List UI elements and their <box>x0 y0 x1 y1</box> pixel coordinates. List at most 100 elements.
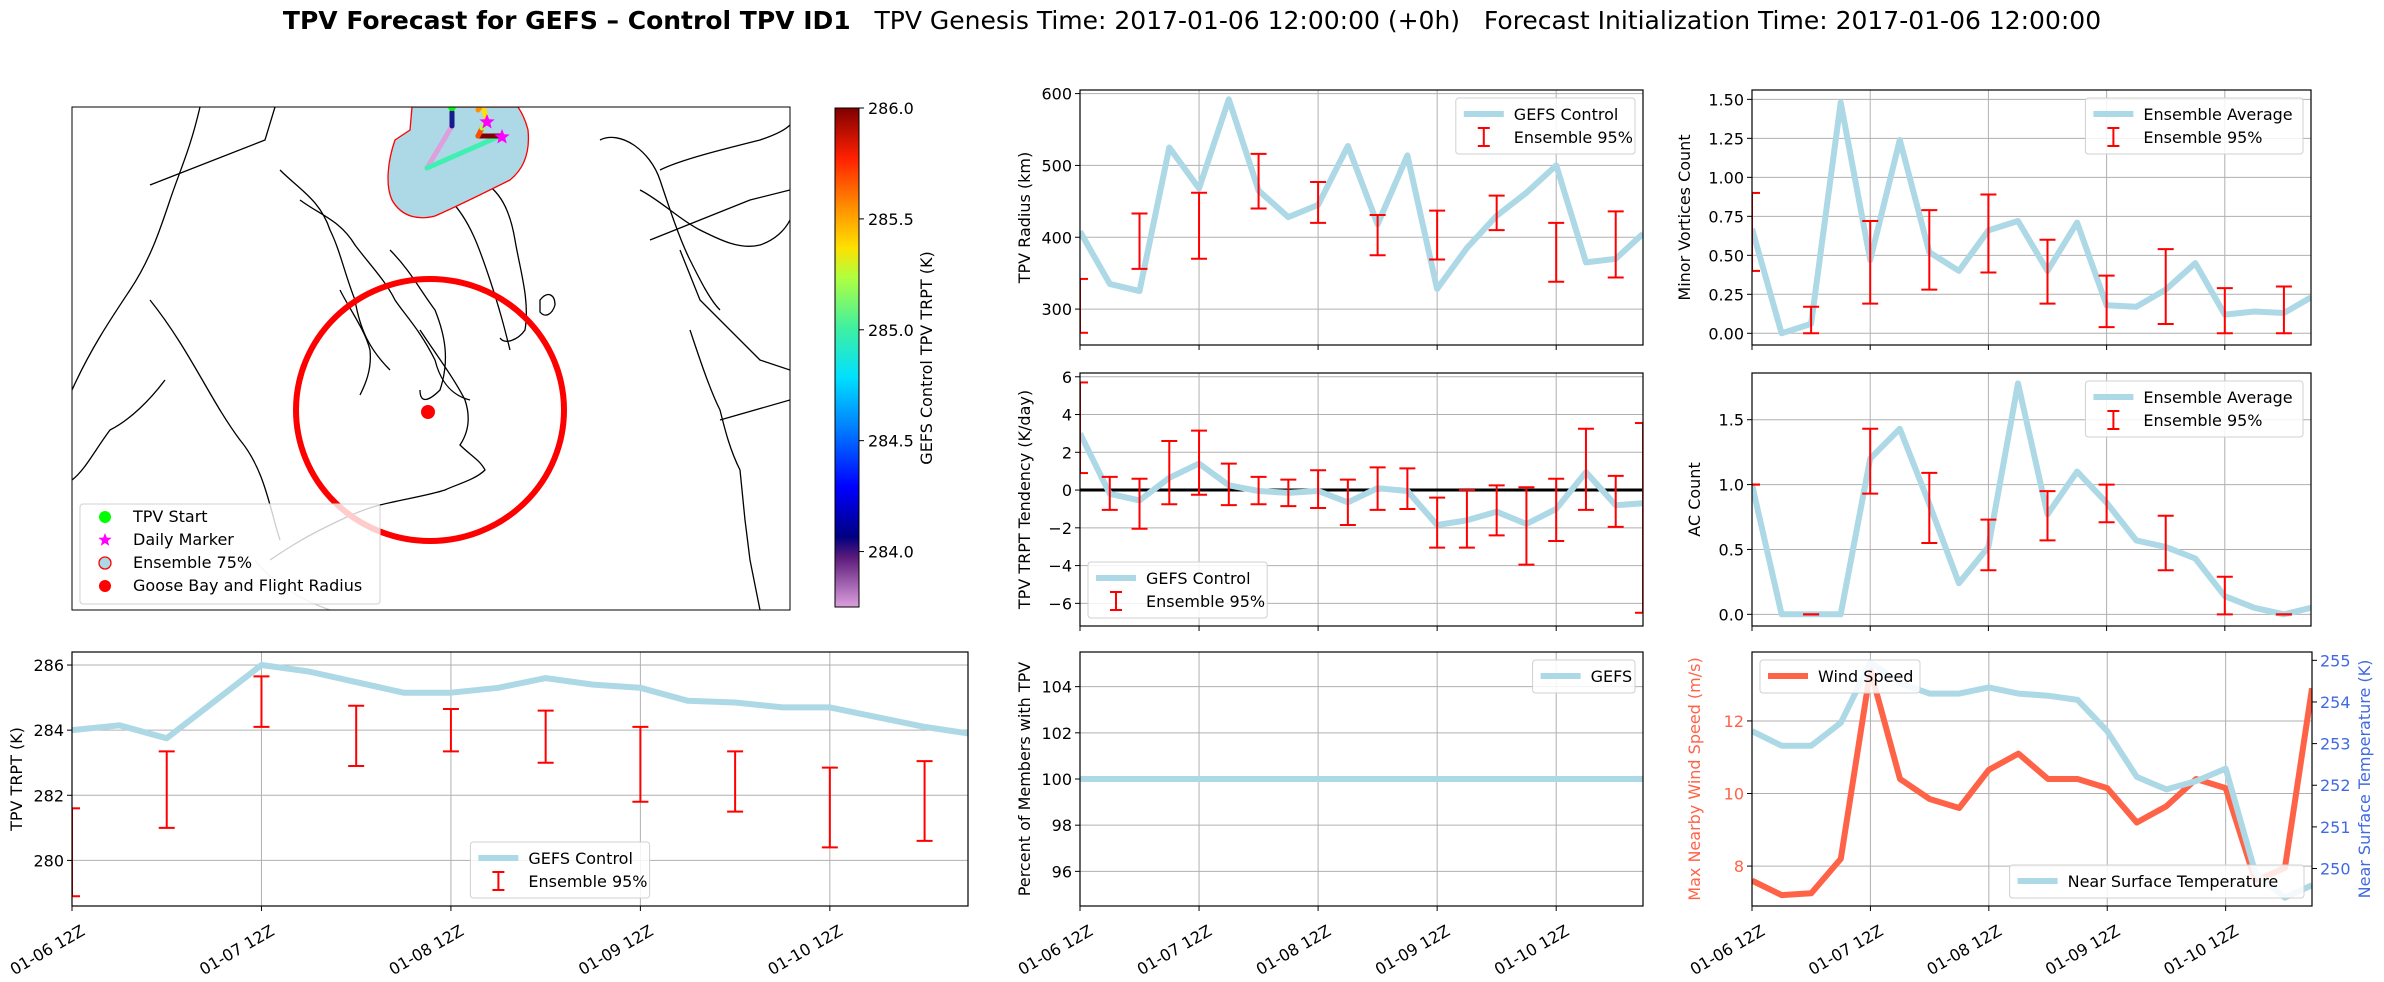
error-bar <box>537 709 554 764</box>
y-tick-label: 0.0 <box>1719 605 1744 624</box>
y-tick-label: 500 <box>1041 156 1072 175</box>
colorbar-tick-label: 284.0 <box>868 543 914 562</box>
y-tick-label: 600 <box>1041 85 1072 104</box>
x-tick-label: 01-10 12Z <box>765 921 846 979</box>
error-bar <box>2216 287 2233 335</box>
y-tick-label: 1.50 <box>1708 90 1744 109</box>
y-tick-label: 284 <box>33 721 64 740</box>
y-tick-label: −2 <box>1048 519 1072 538</box>
legend-daily-marker-label: Daily Marker <box>133 530 234 549</box>
colorbar-tick-label: 285.0 <box>868 321 914 340</box>
x-tick-label: 01-06 12Z <box>7 921 88 979</box>
x-tick-label: 01-08 12Z <box>1253 921 1334 979</box>
coastline-europe-north <box>639 189 790 247</box>
chart-legend: Wind Speed <box>1759 659 1921 694</box>
error-bar <box>1803 305 1820 335</box>
error-bar <box>632 725 649 803</box>
y-tick-label: 1.5 <box>1719 411 1744 430</box>
x-tick-label: 01-07 12Z <box>1805 921 1886 979</box>
y-tick-label: 98 <box>1052 816 1072 835</box>
legend-ensemble-75-label: Ensemble 75% <box>133 553 252 572</box>
y-axis-label: Max Nearby Wind Speed (m/s) <box>1685 657 1704 900</box>
chart-tpv-trpt-tendency: −6 −4 −2 0 2 4 6 TPV TRPT Tendency (K/day) GEFS … <box>1015 368 1644 631</box>
y-tick-label: 0 <box>1062 481 1072 500</box>
y-tick-label: 0.00 <box>1708 324 1744 343</box>
legend-goose-bay-icon <box>99 580 111 592</box>
border-europe-1 <box>679 249 790 371</box>
error-bar <box>2216 575 2233 616</box>
y-right-tick-label: 250 <box>2320 860 2351 879</box>
y-tick-label: 102 <box>1041 724 1072 743</box>
map-legend-box <box>79 503 381 605</box>
daily-marker-star <box>494 129 510 144</box>
error-bar <box>1980 193 1997 274</box>
x-tick-label: 01-10 12Z <box>2160 921 2241 979</box>
error-bar <box>253 675 270 728</box>
flight-radius-circle <box>293 276 567 544</box>
y-right-axis-label: Near Surface Temperature (K) <box>2355 660 2374 899</box>
track-segment <box>424 133 503 171</box>
plot-area <box>1752 380 2311 618</box>
legend-label: Near Surface Temperature <box>2068 872 2279 891</box>
y-tick-label: 0.75 <box>1708 207 1744 226</box>
error-bar <box>1369 213 1386 257</box>
legend-label: Ensemble 95% <box>528 872 647 891</box>
error-bar <box>1862 220 1879 305</box>
y-tick-label: 280 <box>33 851 64 870</box>
error-bar <box>1429 209 1446 261</box>
legend-label: GEFS Control <box>1146 569 1251 588</box>
series-line-wind-speed <box>1752 667 2312 899</box>
error-bar <box>1607 210 1624 279</box>
error-bar <box>2039 238 2056 305</box>
y-tick-label: 0.50 <box>1708 246 1744 265</box>
y-tick-label: 0.5 <box>1719 540 1744 559</box>
y-right-tick-label: 251 <box>2320 818 2351 837</box>
y-tick-label: 8 <box>1734 857 1744 876</box>
y-tick-label: 400 <box>1041 228 1072 247</box>
y-right-tick-label: 254 <box>2320 693 2351 712</box>
series-line-ensemble-average <box>1752 380 2311 618</box>
chart-legend-box <box>1532 659 1636 694</box>
error-bar <box>1191 429 1208 496</box>
chart-legend: GEFS Control Ensemble 95% <box>469 841 651 899</box>
error-bar <box>916 760 933 842</box>
y-tick-label: 286 <box>33 656 64 675</box>
coastline-west <box>72 379 166 481</box>
axes-frame <box>1079 651 1644 907</box>
legend-label: Ensemble 95% <box>1514 128 1633 147</box>
error-bar <box>2157 514 2174 572</box>
border-europe-3 <box>719 399 790 421</box>
y-axis-label: TPV Radius (km) <box>1015 152 1034 285</box>
coastline-arctic-canada <box>279 169 391 371</box>
border-europe-2 <box>689 329 761 610</box>
chart-wind-temperature: 8 10 12 01-06 12Z 01-07 12Z 01-08 12Z 01-09 12… <box>1685 651 2374 979</box>
x-tick-label: 01-08 12Z <box>1924 921 2005 979</box>
chart-tpv-trpt: 280 282 284 286 01-06 12Z 01-07 12Z 01-08 12Z 0… <box>7 651 969 979</box>
legend-ensemble-75-icon <box>98 556 112 570</box>
y-tick-label: 4 <box>1062 406 1072 425</box>
error-bar <box>2157 248 2174 325</box>
y-tick-label: 1.25 <box>1708 129 1744 148</box>
error-bar <box>1577 427 1594 511</box>
chart-tpv-radius: 300 400 500 600 TPV Radius (km) GEFS Control E… <box>1015 85 1644 350</box>
colorbar-gradient <box>834 107 860 608</box>
y-tick-label: −4 <box>1048 557 1072 576</box>
error-bar <box>1310 180 1327 224</box>
error-bar <box>158 750 175 829</box>
legend-label: Wind Speed <box>1818 667 1913 686</box>
chart-legend-box <box>2084 380 2304 438</box>
legend-label: Ensemble 95% <box>2143 411 2262 430</box>
plot-area <box>1080 96 1643 334</box>
colorbar-tick-label: 286.0 <box>868 99 914 118</box>
figure-title: TPV Forecast for GEFS – Control TPV ID1 … <box>0 6 2384 35</box>
error-bar <box>1101 475 1118 511</box>
legend-tpv-start-label: TPV Start <box>132 507 208 526</box>
series-line-gefs-control <box>1080 432 1643 528</box>
chart-legend: GEFS Control Ensemble 95% <box>1087 561 1268 619</box>
map-features <box>72 107 790 610</box>
chart-legend: Ensemble Average Ensemble 95% <box>2084 97 2304 155</box>
error-bar <box>1191 191 1208 260</box>
y-tick-label: 100 <box>1041 770 1072 789</box>
